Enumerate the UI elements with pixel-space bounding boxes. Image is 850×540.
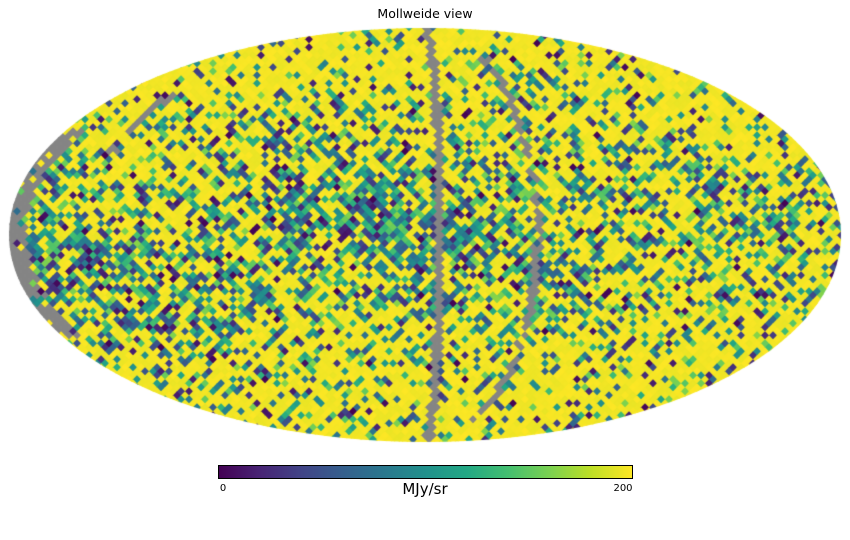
mollweide-sky-map xyxy=(0,0,850,455)
colorbar-label: MJy/sr xyxy=(402,480,448,498)
colorbar-tick-max: 200 xyxy=(613,483,633,494)
colorbar xyxy=(218,465,633,479)
colorbar-tick-min: 0 xyxy=(219,483,227,494)
figure-title: Mollweide view xyxy=(377,6,473,21)
